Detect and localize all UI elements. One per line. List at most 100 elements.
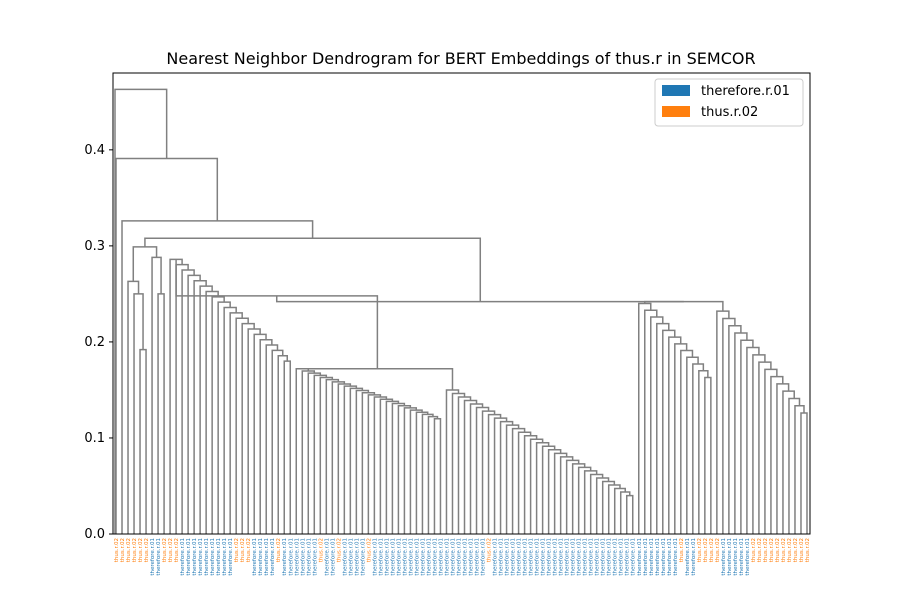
leaf-label: therefore.r.01 [402, 538, 408, 576]
leaf-label: therefore.r.01 [529, 538, 535, 576]
leaf-label: therefore.r.01 [481, 538, 487, 576]
leaf-label: thus.r.02 [679, 538, 685, 562]
dendrogram-link [770, 375, 784, 534]
dendrogram-link [277, 355, 288, 534]
leaf-label: therefore.r.01 [264, 538, 270, 576]
leaf-label: therefore.r.01 [192, 538, 198, 576]
leaf-label: therefore.r.01 [456, 538, 462, 576]
leaf-label: therefore.r.01 [354, 538, 360, 576]
leaf-label: thus.r.02 [775, 538, 781, 562]
y-tick-label: 0.4 [84, 143, 105, 158]
leaf-label: therefore.r.01 [396, 538, 402, 576]
leaf-label: thus.r.02 [240, 538, 246, 562]
dendrogram-link [704, 376, 712, 534]
dendrogram-link [151, 256, 162, 534]
leaf-label: therefore.r.01 [360, 538, 366, 576]
dendrogram-link [427, 415, 439, 534]
legend-box [654, 78, 804, 127]
leaf-label: therefore.r.01 [156, 538, 162, 576]
dendrogram-link [217, 301, 231, 534]
dendrogram-link [265, 344, 279, 534]
leaf-label: therefore.r.01 [294, 538, 300, 576]
leaf-label: thus.r.02 [246, 538, 252, 562]
leaf-label: therefore.r.01 [721, 538, 727, 576]
leaf-label: therefore.r.01 [613, 538, 619, 576]
leaf-label: therefore.r.01 [499, 538, 505, 576]
leaf-label: therefore.r.01 [222, 538, 228, 576]
dendrogram-link [728, 324, 742, 534]
leaf-labels: thus.r.02 thus.r.02 thus.r.02 thus.r.02 thus… [114, 538, 811, 576]
leaf-label: therefore.r.01 [571, 538, 577, 576]
leaf-label: thus.r.02 [318, 538, 324, 562]
leaf-label: thus.r.02 [763, 538, 769, 562]
leaf-label: thus.r.02 [174, 538, 180, 562]
leaf-label: therefore.r.01 [288, 538, 294, 576]
leaf-label: therefore.r.01 [228, 538, 234, 576]
leaf-label: therefore.r.01 [595, 538, 601, 576]
leaf-label: therefore.r.01 [384, 538, 390, 576]
leaf-label: thus.r.02 [276, 538, 282, 562]
dendrogram-link [349, 387, 364, 534]
leaf-label: therefore.r.01 [306, 538, 312, 576]
leaf-label: therefore.r.01 [649, 538, 655, 576]
dendrogram-link [139, 348, 147, 534]
leaf-label: thus.r.02 [138, 538, 144, 562]
leaf-label: therefore.r.01 [450, 538, 456, 576]
leaf-label: therefore.r.01 [258, 538, 264, 576]
dendrogram-link [223, 306, 237, 534]
dendrogram-link [157, 293, 165, 534]
leaf-label: therefore.r.01 [655, 538, 661, 576]
leaf-label: therefore.r.01 [469, 538, 475, 576]
leaf-label: thus.r.02 [168, 538, 174, 562]
leaf-label: thus.r.02 [114, 538, 120, 562]
leaf-label: therefore.r.01 [408, 538, 414, 576]
dendrogram-link [746, 346, 760, 534]
leaf-label: therefore.r.01 [511, 538, 517, 576]
dendrogram-link [469, 403, 484, 534]
leaf-label: therefore.r.01 [673, 538, 679, 576]
dendrogram-link [559, 456, 574, 534]
leaf-label: therefore.r.01 [505, 538, 511, 576]
leaf-label: therefore.r.01 [691, 538, 697, 576]
leaf-label: therefore.r.01 [553, 538, 559, 576]
dendrogram-link [205, 290, 219, 534]
leaf-label: therefore.r.01 [577, 538, 583, 576]
y-tick-label: 0.1 [84, 431, 105, 446]
dendrogram-link [517, 431, 532, 534]
leaf-label: thus.r.02 [709, 538, 715, 562]
leaf-label: thus.r.02 [132, 538, 138, 562]
dendrogram-link [692, 363, 705, 534]
dendrogram-link [457, 396, 472, 534]
leaf-label: therefore.r.01 [517, 538, 523, 576]
leaf-label: therefore.r.01 [625, 538, 631, 576]
leaf-label: therefore.r.01 [745, 538, 751, 576]
dendrogram-link [133, 293, 144, 534]
dendrogram-links [114, 88, 808, 534]
dendrogram-link [776, 383, 790, 534]
leaf-label: thus.r.02 [144, 538, 150, 562]
leaf-label: therefore.r.01 [180, 538, 186, 576]
dendrogram-link [421, 413, 434, 534]
dendrogram-link [752, 354, 766, 534]
y-tick-label: 0.2 [84, 335, 105, 350]
leaf-label: therefore.r.01 [583, 538, 589, 576]
leaf-label: therefore.r.01 [541, 538, 547, 576]
dendrogram-link [302, 368, 454, 390]
legend-swatch-thus [662, 106, 690, 117]
dendrogram-link [493, 417, 508, 534]
leaf-label: therefore.r.01 [667, 538, 673, 576]
leaf-label: therefore.r.01 [372, 538, 378, 576]
leaf-label: thus.r.02 [715, 538, 721, 562]
leaf-label: therefore.r.01 [601, 538, 607, 576]
dendrogram-link [613, 487, 626, 534]
dendrogram-link [331, 381, 346, 534]
dendrogram-link [650, 316, 664, 534]
dendrogram-link [794, 404, 805, 534]
leaf-label: thus.r.02 [751, 538, 757, 562]
dendrogram-link [445, 389, 460, 534]
dendrogram-link [583, 470, 598, 534]
leaf-label: therefore.r.01 [378, 538, 384, 576]
leaf-label: therefore.r.01 [426, 538, 432, 576]
leaf-label: therefore.r.01 [432, 538, 438, 576]
